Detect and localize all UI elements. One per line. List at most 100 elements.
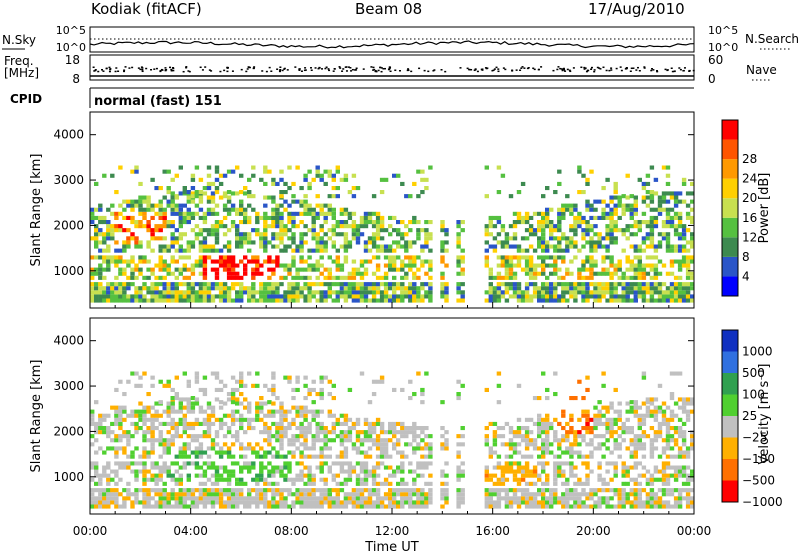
velocity-cell [653, 397, 659, 402]
velocity-cell [214, 434, 220, 439]
power-cell [625, 290, 630, 295]
power-cell [323, 290, 328, 295]
power-cell [190, 177, 196, 182]
power-cell [685, 215, 691, 220]
velocity-cell [392, 421, 397, 426]
velocity-cell [347, 496, 353, 501]
power-cell [295, 290, 300, 295]
power-cell [323, 181, 328, 186]
velocity-cell [102, 450, 107, 455]
velocity-cell [90, 488, 95, 493]
power-cell [553, 271, 558, 276]
velocity-cell [653, 496, 659, 501]
power-cell [327, 228, 332, 233]
power-cell [645, 224, 651, 229]
velocity-cell [295, 387, 300, 392]
power-cell [198, 255, 204, 260]
power-cell [90, 211, 95, 216]
power-cell [633, 271, 638, 276]
velocity-cell [569, 417, 574, 422]
power-cell [685, 282, 691, 287]
power-cell [577, 215, 582, 220]
power-cell [609, 259, 614, 264]
power-cell [235, 282, 240, 287]
velocity-cell [287, 465, 292, 470]
velocity-cell [335, 434, 340, 439]
power-cell [114, 259, 119, 264]
power-cell [347, 271, 353, 276]
velocity-cell [609, 430, 614, 435]
power-cell [488, 244, 493, 249]
velocity-cell [649, 481, 655, 486]
velocity-cell [166, 446, 171, 451]
velocity-cell [162, 450, 167, 455]
power-cell [549, 220, 554, 225]
velocity-cell [194, 371, 200, 376]
freq-point [590, 68, 593, 70]
velocity-cell [198, 450, 204, 455]
velocity-cell [154, 481, 159, 486]
power-cell [214, 259, 220, 264]
power-cell [283, 275, 288, 280]
power-cell [359, 294, 365, 299]
power-cell [424, 259, 429, 264]
power-cell [589, 248, 594, 253]
velocity-cell [420, 400, 425, 405]
power-cell [226, 263, 232, 268]
velocity-cell [239, 454, 244, 459]
power-cell [625, 298, 630, 303]
power-cell [545, 263, 550, 268]
velocity-cell [593, 405, 598, 410]
velocity-cell [690, 469, 695, 474]
velocity-cell [375, 473, 381, 478]
power-cell [291, 211, 296, 216]
velocity-cell [194, 454, 200, 459]
velocity-cell [428, 450, 433, 455]
velocity-cell [247, 421, 252, 426]
velocity-cell [271, 392, 276, 397]
velocity-cell [327, 446, 332, 451]
power-cell [263, 298, 268, 303]
power-cell [158, 267, 163, 272]
power-cell [404, 271, 409, 276]
velocity-cell [259, 396, 264, 401]
power-cell [259, 244, 264, 249]
power-cell [665, 211, 671, 216]
power-cell [589, 236, 594, 241]
velocity-cell [235, 417, 240, 422]
power-cell [412, 290, 417, 295]
velocity-cell [230, 488, 236, 493]
power-cell [271, 211, 276, 216]
velocity-cell [319, 492, 324, 497]
velocity-cell [307, 446, 312, 451]
y-tick-label: 1000 [53, 470, 84, 484]
velocity-cell [98, 417, 103, 422]
velocity-cell [649, 413, 655, 418]
freq-point [580, 66, 583, 69]
power-cell [681, 259, 687, 264]
velocity-cell [186, 473, 191, 478]
power-cell [239, 211, 244, 216]
velocity-cell [420, 473, 425, 478]
velocity-cell [617, 426, 622, 431]
velocity-cell [226, 413, 232, 418]
power-cell [170, 259, 175, 264]
power-cell [665, 220, 671, 225]
power-cell [235, 271, 240, 276]
power-cell [625, 173, 630, 178]
power-cell [166, 220, 171, 225]
velocity-cell [416, 488, 421, 493]
power-cell [138, 195, 143, 200]
velocity-cell [130, 461, 135, 466]
freq-point [432, 70, 435, 72]
power-cell [492, 294, 498, 299]
velocity-cell [383, 454, 389, 459]
power-cell [532, 271, 538, 276]
power-cell [222, 203, 228, 208]
velocity-cell [218, 426, 224, 431]
velocity-cell [331, 438, 336, 443]
power-cell [331, 240, 336, 245]
power-cell [613, 190, 618, 195]
velocity-cell [379, 421, 385, 426]
velocity-cell [303, 396, 308, 401]
